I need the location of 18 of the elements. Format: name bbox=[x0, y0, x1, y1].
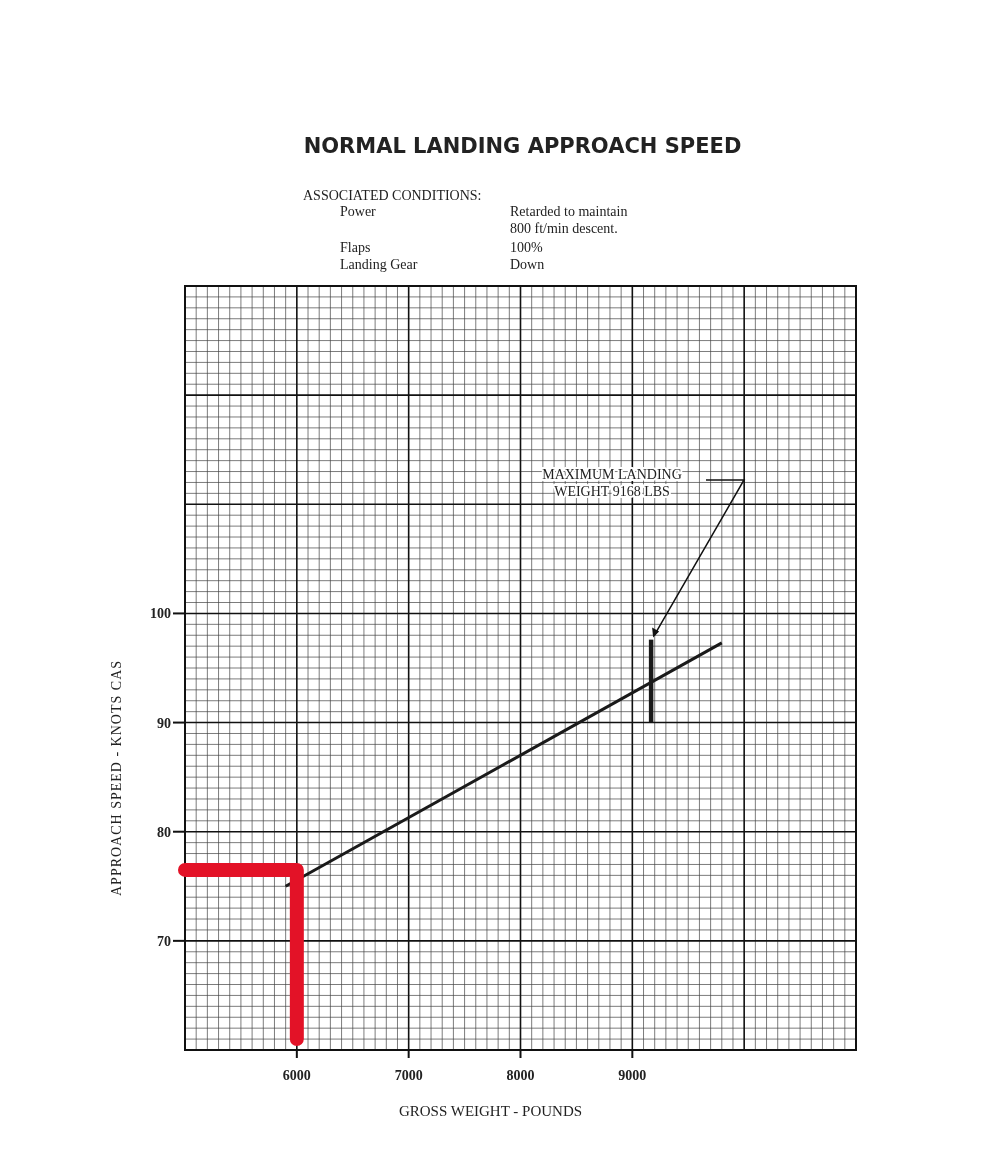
text: Down bbox=[510, 257, 545, 272]
x-axis-title: GROSS WEIGHT - POUNDS bbox=[398, 1103, 583, 1119]
text: 100% bbox=[510, 240, 543, 255]
x-tick-label: 8000 bbox=[506, 1068, 535, 1083]
text: Power bbox=[340, 204, 377, 219]
x-tick-label: 6000 bbox=[282, 1068, 311, 1083]
y-axis-title: APPROACH SPEED - KNOTS CAS bbox=[109, 659, 124, 897]
y-tick-label: 100 bbox=[150, 606, 171, 622]
chart-title: NORMAL LANDING APPROACH SPEED bbox=[303, 134, 742, 158]
y-tick-label: 80 bbox=[157, 824, 171, 840]
text: Landing Gear bbox=[340, 257, 418, 272]
x-tick-label: 7000 bbox=[394, 1068, 423, 1083]
x-tick-label: 9000 bbox=[618, 1068, 647, 1083]
chart-subtitle: ASSOCIATED CONDITIONS: bbox=[303, 188, 482, 203]
y-tick-label: 70 bbox=[157, 933, 171, 949]
y-tick-label: 90 bbox=[157, 715, 171, 731]
text: Flaps bbox=[340, 240, 371, 255]
text: Retarded to maintain 800 ft/min descent. bbox=[510, 204, 628, 236]
